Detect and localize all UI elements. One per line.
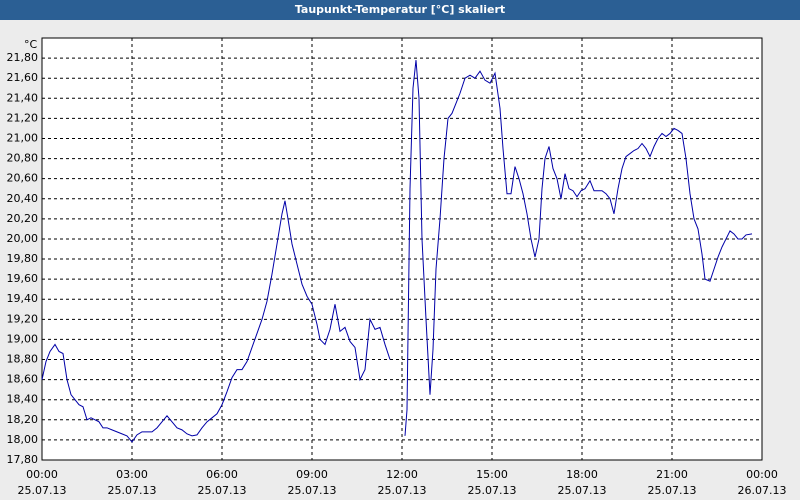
y-tick-label: 19,00 (7, 332, 39, 345)
x-tick-date: 25.07.13 (558, 484, 607, 497)
y-tick-label: 20,20 (7, 212, 39, 225)
x-tick-label: 00:00 (746, 468, 778, 481)
x-tick-label: 12:00 (386, 468, 418, 481)
y-unit: °C (24, 38, 38, 51)
chart-title: Taupunkt-Temperatur [°C] skaliert (295, 3, 505, 16)
y-tick-label: 18,20 (7, 413, 39, 426)
y-tick-label: 21,40 (7, 91, 39, 104)
y-tick-label: 17,80 (7, 453, 39, 466)
y-tick-label: 20,60 (7, 172, 39, 185)
x-tick-label: 21:00 (656, 468, 688, 481)
y-tick-label: 21,20 (7, 111, 39, 124)
x-tick-label: 15:00 (476, 468, 508, 481)
x-tick-date: 25.07.13 (288, 484, 337, 497)
y-tick-label: 20,00 (7, 232, 39, 245)
y-tick-label: 21,80 (7, 51, 39, 64)
y-tick-label: 19,20 (7, 312, 39, 325)
y-tick-label: 18,40 (7, 393, 39, 406)
x-tick-date: 25.07.13 (378, 484, 427, 497)
y-tick-label: 18,60 (7, 373, 39, 386)
y-tick-label: 21,60 (7, 71, 39, 84)
x-tick-label: 06:00 (206, 468, 238, 481)
x-tick-date: 25.07.13 (198, 484, 247, 497)
x-tick-label: 09:00 (296, 468, 328, 481)
x-tick-label: 00:00 (26, 468, 58, 481)
y-tick-label: 18,80 (7, 353, 39, 366)
x-tick-date: 25.07.13 (468, 484, 517, 497)
x-tick-date: 25.07.13 (18, 484, 67, 497)
y-tick-label: 19,80 (7, 252, 39, 265)
x-tick-label: 18:00 (566, 468, 598, 481)
title-bar (0, 0, 800, 20)
x-tick-date: 25.07.13 (648, 484, 697, 497)
y-tick-label: 19,60 (7, 272, 39, 285)
x-tick-date: 25.07.13 (108, 484, 157, 497)
y-tick-label: 19,40 (7, 292, 39, 305)
x-tick-date: 26.07.13 (738, 484, 787, 497)
y-tick-label: 21,00 (7, 131, 39, 144)
x-tick-label: 03:00 (116, 468, 148, 481)
y-tick-label: 18,00 (7, 433, 39, 446)
data-line (41, 60, 753, 443)
y-tick-label: 20,40 (7, 192, 39, 205)
y-tick-label: 20,80 (7, 152, 39, 165)
